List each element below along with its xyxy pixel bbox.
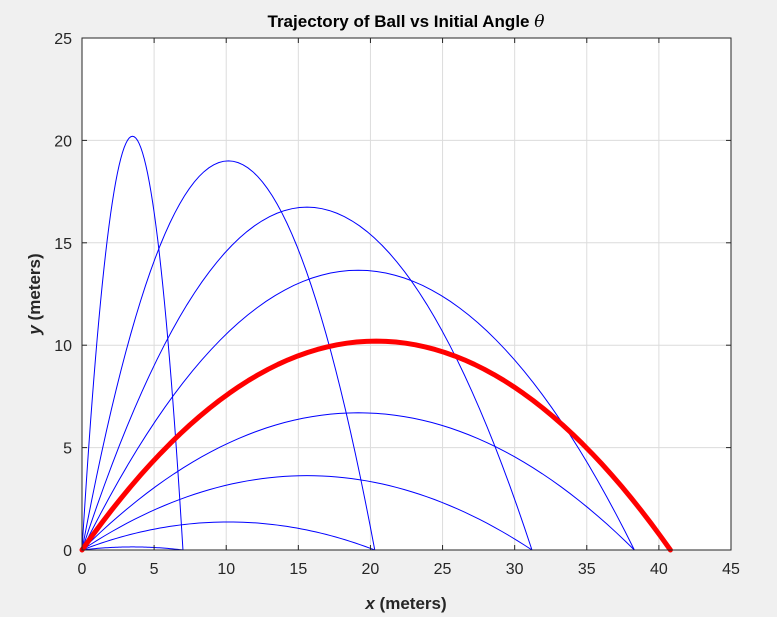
- y-tick-label: 5: [63, 441, 72, 458]
- trajectory-highlighted-line: [79, 338, 673, 553]
- x-tick-label: 25: [434, 561, 452, 578]
- trajectory-line-2: [81, 475, 533, 551]
- x-tick-label: 10: [217, 561, 235, 578]
- chart-title: Trajectory of Ball vs Initial Angle θ: [268, 12, 545, 32]
- x-tick-label: 30: [506, 561, 524, 578]
- trajectory-line-8: [81, 135, 184, 551]
- trajectory-series: [79, 135, 673, 553]
- y-tick-label: 0: [63, 543, 72, 560]
- x-tick-label: 40: [650, 561, 668, 578]
- y-axis-label: y (meters): [25, 253, 44, 335]
- x-tick-label: 20: [362, 561, 380, 578]
- trajectory-line-0: [81, 546, 184, 551]
- trajectory-line-1: [81, 521, 375, 551]
- ticks: 0 5 10 15 20 25 30 35 40 45 0 5 10 15 20 25: [54, 31, 740, 578]
- trajectory-line-5: [81, 269, 635, 551]
- x-tick-label: 15: [289, 561, 307, 578]
- y-tick-label: 10: [54, 338, 72, 355]
- x-tick-label: 45: [722, 561, 740, 578]
- x-tick-label: 0: [78, 561, 87, 578]
- x-axis-label: x (meters): [364, 594, 446, 613]
- trajectory-line-7: [81, 160, 376, 551]
- y-tick-label: 25: [54, 31, 72, 48]
- x-tick-label: 5: [150, 561, 159, 578]
- x-tick-label: 35: [578, 561, 596, 578]
- axes-box: [81, 37, 732, 551]
- y-tick-label: 15: [54, 236, 72, 253]
- y-tick-label: 20: [54, 133, 72, 150]
- plot-area: [82, 38, 731, 550]
- trajectory-line-3: [81, 412, 635, 551]
